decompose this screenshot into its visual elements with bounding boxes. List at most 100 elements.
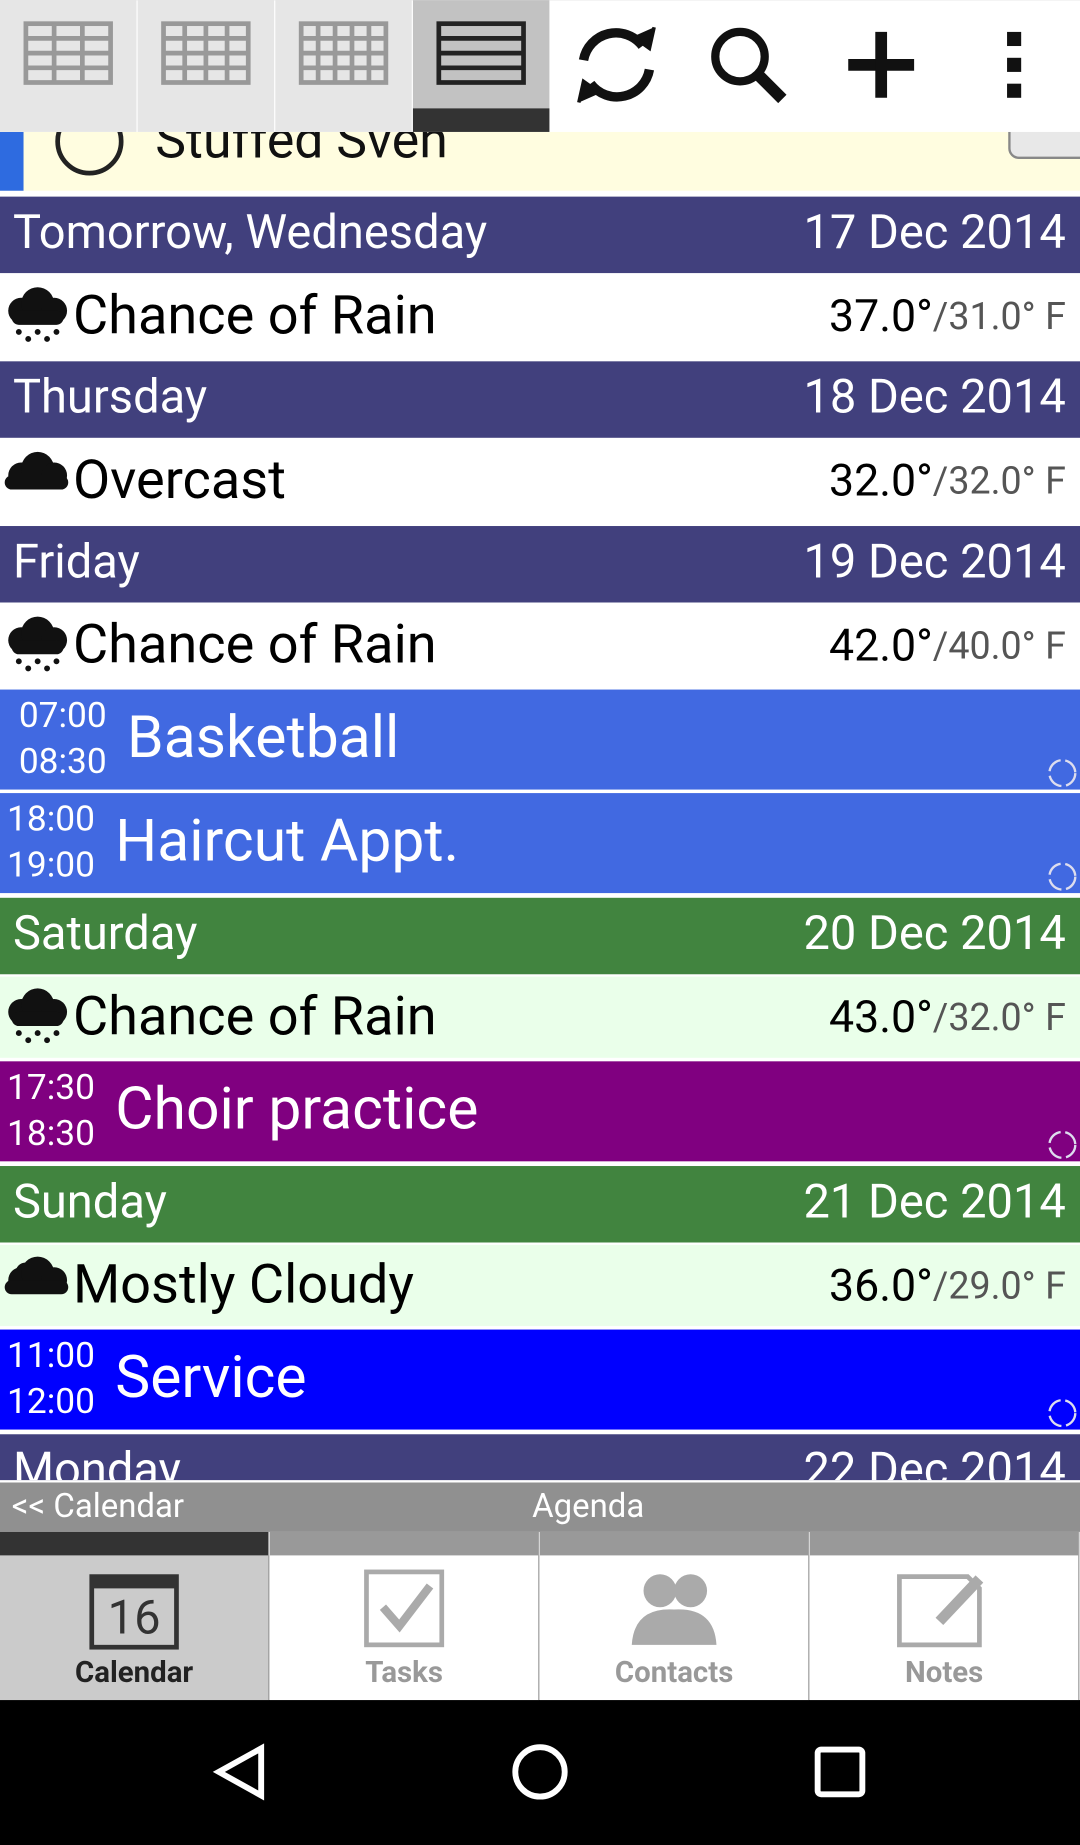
day-header[interactable]	[0, 1434, 1080, 1510]
weather-row	[0, 976, 1080, 1058]
event-start: 17:30	[7, 1066, 95, 1108]
tab[interactable]	[810, 1555, 1079, 1701]
rain-drop	[34, 658, 41, 665]
event-end: 18:30	[7, 1112, 95, 1154]
day-group: Saturday 20 Dec 2014 Chance of Rain 43.0°/3…	[0, 897, 1080, 1162]
event-end: 08:30	[19, 740, 107, 782]
rain-drop	[34, 328, 41, 335]
day-header[interactable]	[0, 1166, 1080, 1243]
back-link[interactable]: << Calendar	[12, 1487, 184, 1526]
event-title: Basketball	[127, 703, 399, 772]
event[interactable]	[0, 1329, 1080, 1430]
footer-bar	[0, 1482, 1080, 1532]
event-start: 07:00	[19, 694, 107, 736]
event-title: Haircut Appt.	[115, 806, 459, 875]
refresh-button[interactable]	[577, 26, 656, 103]
temp-low: /32.0° F	[933, 996, 1066, 1040]
repeat-arc	[1048, 1130, 1077, 1159]
rain-drop	[15, 1030, 22, 1037]
tab-label: Tasks	[365, 1656, 443, 1690]
repeat-icon	[1048, 758, 1077, 788]
search-button[interactable]	[711, 27, 787, 104]
menu-button[interactable]	[1007, 31, 1022, 98]
weather-condition: Mostly Cloudy	[73, 1254, 414, 1317]
tab[interactable]	[270, 1555, 539, 1701]
day-header[interactable]	[0, 196, 1080, 274]
tasks-icon	[364, 1569, 445, 1648]
view-icon	[436, 21, 526, 85]
rain-drop	[34, 1030, 41, 1037]
tab-indicator	[0, 1531, 269, 1556]
person-body	[631, 1609, 717, 1645]
event[interactable]	[0, 1061, 1080, 1162]
person	[674, 1574, 708, 1608]
cloud-part	[4, 475, 69, 490]
task-checkbox[interactable]	[55, 110, 124, 176]
day-header[interactable]	[0, 361, 1080, 438]
cloud-part	[11, 310, 64, 325]
calendar-date: 16	[108, 1591, 161, 1646]
temperature: 37.0°/31.0° F	[829, 290, 1066, 342]
task-title: Stuffed Sven	[155, 109, 448, 170]
tab-label: Calendar	[75, 1656, 193, 1690]
temp-low: /29.0° F	[933, 1264, 1066, 1308]
event[interactable]	[0, 689, 1080, 790]
day-date: 17 Dec 2014	[803, 205, 1065, 260]
person	[643, 1574, 677, 1608]
day-name: Monday	[13, 1443, 181, 1498]
weather-icon	[8, 616, 68, 672]
temp-low: /31.0° F	[933, 295, 1066, 339]
temp-high: 37.0°	[829, 290, 933, 342]
tab-label: Contacts	[615, 1656, 733, 1690]
event-end: 12:00	[7, 1380, 95, 1422]
view-icon	[298, 21, 389, 85]
rain-drop	[25, 665, 32, 672]
temp-high: 36.0°	[829, 1259, 933, 1311]
rain-drop	[44, 1037, 50, 1044]
rain-drop	[44, 665, 50, 672]
day-header[interactable]	[0, 526, 1080, 603]
weather-condition: Overcast	[73, 449, 286, 512]
task-row[interactable]	[0, 124, 1080, 191]
view-icon	[23, 21, 113, 85]
weather-condition: Chance of Rain	[73, 284, 437, 347]
drag-handle[interactable]	[1008, 118, 1080, 159]
tab-label: Notes	[905, 1656, 983, 1690]
weather-row	[0, 604, 1080, 687]
rain-drop	[15, 328, 22, 335]
rain-drop	[44, 336, 50, 342]
temp-high: 32.0°	[829, 454, 933, 506]
day-date: 18 Dec 2014	[803, 370, 1065, 425]
pencil	[935, 1575, 984, 1625]
event-start: 11:00	[7, 1334, 95, 1376]
repeat-arc	[1048, 862, 1077, 891]
back-button[interactable]	[212, 1743, 265, 1801]
temperature: 32.0°/32.0° F	[829, 454, 1066, 506]
day-name: Friday	[13, 534, 140, 589]
day-name: Sunday	[13, 1174, 167, 1229]
recents-button[interactable]	[814, 1746, 866, 1798]
day-group: Friday 19 Dec 2014 Chance of Rain 42.0°/40.…	[0, 526, 1080, 894]
rain-drop	[15, 658, 22, 665]
add-button[interactable]	[848, 31, 915, 98]
nav-bar	[0, 1700, 1080, 1845]
rain-drop	[25, 1037, 32, 1044]
cloud-part	[11, 640, 64, 655]
day-name: Saturday	[13, 906, 197, 961]
home-button[interactable]	[512, 1744, 568, 1800]
day-header[interactable]	[0, 897, 1080, 975]
weather-icon	[8, 988, 68, 1044]
repeat-arc	[1048, 758, 1077, 788]
event-end: 19:00	[7, 844, 95, 886]
cloud-part	[4, 1280, 69, 1295]
cloud-part	[11, 1011, 64, 1027]
day-group: Tomorrow, Wednesday 17 Dec 2014 Chance of …	[0, 196, 1080, 357]
day-group: Monday 22 Dec 2014	[0, 1434, 1080, 1510]
rain-drop	[53, 658, 60, 665]
temperature: 36.0°/29.0° F	[829, 1259, 1066, 1311]
tab-indicator	[270, 1531, 539, 1556]
temp-low: /40.0° F	[933, 624, 1066, 668]
day-group: Sunday 21 Dec 2014 Mostly Cloudy 36.0°/29.0…	[0, 1166, 1080, 1430]
event[interactable]	[0, 793, 1080, 894]
